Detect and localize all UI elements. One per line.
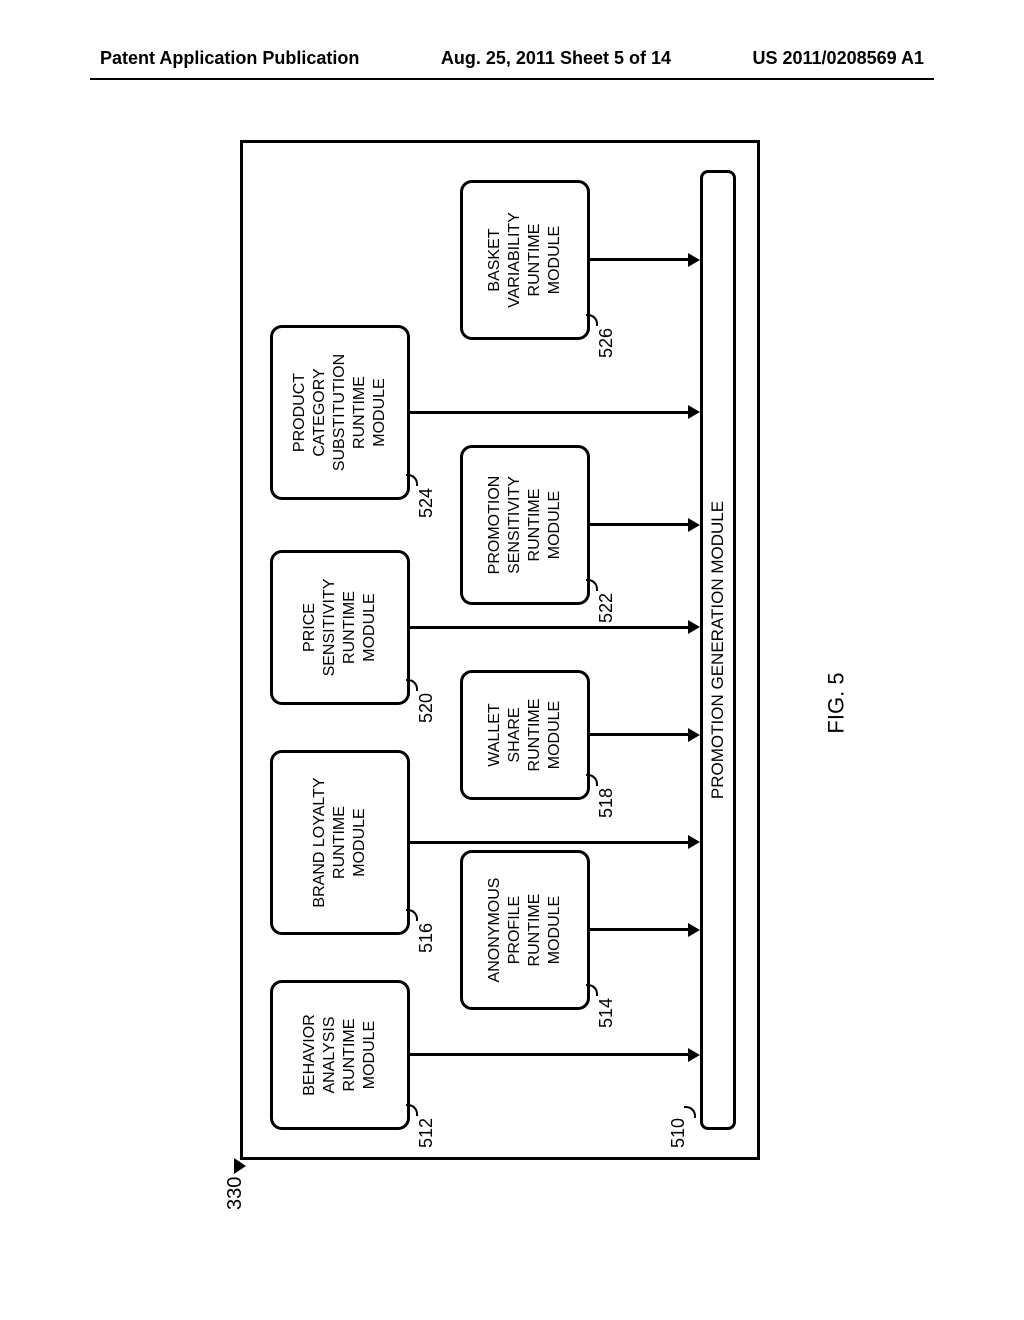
ref-330-label: 330 (224, 1177, 247, 1210)
arrowhead-promo-sen-icon (688, 518, 700, 532)
arrowhead-price-icon (688, 621, 700, 635)
arrow-product (410, 411, 690, 414)
header-right: US 2011/0208569 A1 (753, 48, 924, 69)
arrow-price (410, 626, 690, 629)
diagram-rotated: 330 PROMOTION GENERATION MODULE510BEHAVI… (10, 370, 1024, 930)
module-promo-sen: PROMOTIONSENSITIVITYRUNTIMEMODULE (460, 445, 590, 605)
header-center: Aug. 25, 2011 Sheet 5 of 14 (441, 48, 671, 69)
header-left: Patent Application Publication (100, 48, 359, 69)
ref-524-label: 524 (416, 488, 437, 518)
promotion-generation-module: PROMOTION GENERATION MODULE (700, 170, 736, 1130)
arrow-wallet (590, 734, 690, 737)
module-price: PRICESENSITIVITYRUNTIMEMODULE (270, 550, 410, 705)
module-behavior: BEHAVIORANALYSISRUNTIMEMODULE (270, 980, 410, 1130)
ref-514-label: 514 (596, 998, 617, 1028)
figure-label: FIG. 5 (824, 672, 850, 733)
page-header: Patent Application Publication Aug. 25, … (0, 48, 1024, 69)
module-basket: BASKETVARIABILITYRUNTIMEMODULE (460, 180, 590, 340)
arrow-anon (590, 929, 690, 932)
arrowhead-brand-icon (688, 836, 700, 850)
module-wallet: WALLETSHARERUNTIMEMODULE (460, 670, 590, 800)
diagram: 330 PROMOTION GENERATION MODULE510BEHAVI… (240, 140, 800, 1160)
arrowhead-behavior-icon (688, 1048, 700, 1062)
module-anon: ANONYMOUSPROFILERUNTIMEMODULE (460, 850, 590, 1010)
arrow-behavior (410, 1054, 690, 1057)
arrowhead-anon-icon (688, 923, 700, 937)
ref-518-label: 518 (596, 788, 617, 818)
ref-520-label: 520 (416, 693, 437, 723)
arrowhead-basket-icon (688, 253, 700, 267)
ref-330-arrow-icon (234, 1158, 246, 1174)
arrow-brand (410, 841, 690, 844)
header-rule (90, 78, 934, 80)
ref-516-label: 516 (416, 923, 437, 953)
arrow-basket (590, 259, 690, 262)
module-brand: BRAND LOYALTYRUNTIMEMODULE (270, 750, 410, 935)
ref-510-label: 510 (668, 1118, 689, 1148)
module-product: PRODUCTCATEGORYSUBSTITUTIONRUNTIMEMODULE (270, 325, 410, 500)
arrow-promo-sen (590, 524, 690, 527)
ref-522-label: 522 (596, 593, 617, 623)
ref-526-label: 526 (596, 328, 617, 358)
arrowhead-wallet-icon (688, 728, 700, 742)
ref-512-label: 512 (416, 1118, 437, 1148)
arrowhead-product-icon (688, 406, 700, 420)
